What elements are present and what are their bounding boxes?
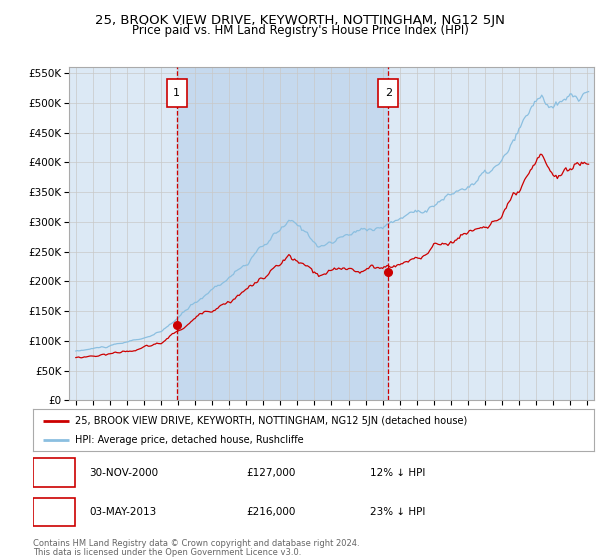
Text: 25, BROOK VIEW DRIVE, KEYWORTH, NOTTINGHAM, NG12 5JN (detached house): 25, BROOK VIEW DRIVE, KEYWORTH, NOTTINGH… — [75, 416, 467, 426]
Text: 25, BROOK VIEW DRIVE, KEYWORTH, NOTTINGHAM, NG12 5JN: 25, BROOK VIEW DRIVE, KEYWORTH, NOTTINGH… — [95, 14, 505, 27]
Text: HPI: Average price, detached house, Rushcliffe: HPI: Average price, detached house, Rush… — [75, 435, 304, 445]
FancyBboxPatch shape — [167, 79, 187, 107]
Text: 2: 2 — [50, 505, 58, 519]
Text: 1: 1 — [173, 88, 180, 98]
Text: 2: 2 — [385, 88, 392, 98]
Text: 23% ↓ HPI: 23% ↓ HPI — [370, 507, 425, 517]
Text: 03-MAY-2013: 03-MAY-2013 — [89, 507, 157, 517]
FancyBboxPatch shape — [378, 79, 398, 107]
FancyBboxPatch shape — [33, 498, 75, 526]
Text: This data is licensed under the Open Government Licence v3.0.: This data is licensed under the Open Gov… — [33, 548, 301, 557]
Text: 30-NOV-2000: 30-NOV-2000 — [89, 468, 158, 478]
Text: £127,000: £127,000 — [246, 468, 296, 478]
Bar — [177, 67, 388, 400]
Text: 1: 1 — [50, 466, 58, 479]
Text: 12% ↓ HPI: 12% ↓ HPI — [370, 468, 425, 478]
Text: £216,000: £216,000 — [246, 507, 296, 517]
Text: Price paid vs. HM Land Registry's House Price Index (HPI): Price paid vs. HM Land Registry's House … — [131, 24, 469, 37]
Text: Contains HM Land Registry data © Crown copyright and database right 2024.: Contains HM Land Registry data © Crown c… — [33, 539, 359, 548]
FancyBboxPatch shape — [33, 459, 75, 487]
